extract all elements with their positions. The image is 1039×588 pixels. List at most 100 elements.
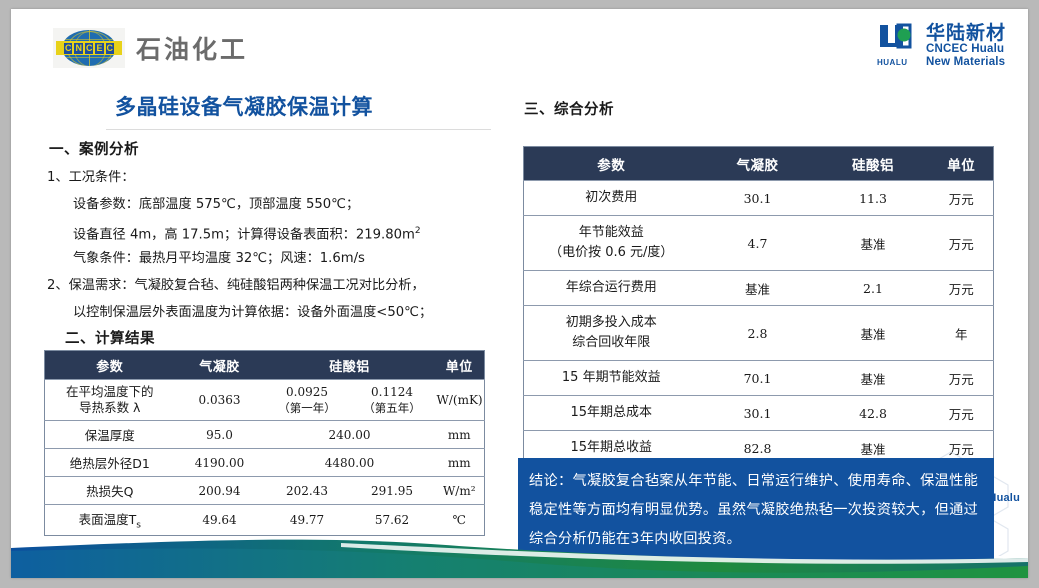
cncec-letter: C bbox=[63, 42, 73, 54]
table-row: 15年期总成本 30.1 42.8 万元 bbox=[523, 395, 994, 431]
table-row: 热损失Q 200.94 202.43 291.95 W/m² bbox=[44, 476, 485, 505]
cell-unit: W/(mK) bbox=[434, 379, 485, 421]
cell-alu-year1-value: 0.0925 bbox=[286, 385, 328, 399]
cell-alu-year5-value: 0.1124 bbox=[371, 385, 413, 399]
row-label: 表面温度Ts bbox=[44, 504, 175, 535]
col-parameter: 参数 bbox=[44, 350, 175, 380]
col-aluminum-silicate: 硅酸铝 bbox=[264, 350, 435, 380]
cncec-letter: N bbox=[74, 42, 83, 54]
section-heading-calc-results: 二、计算结果 bbox=[65, 331, 155, 347]
hualu-name-en-2: New Materials bbox=[925, 56, 1006, 68]
cell-unit: W/m² bbox=[434, 476, 485, 505]
cell-aerogel: 30.1 bbox=[698, 395, 817, 431]
section-heading-comprehensive: 三、综合分析 bbox=[524, 102, 614, 118]
col-unit: 单位 bbox=[434, 350, 485, 380]
table-row: 初次费用 30.1 11.3 万元 bbox=[523, 180, 994, 216]
cell-unit: ℃ bbox=[434, 504, 485, 535]
table-row: 表面温度Ts 49.64 49.77 57.62 ℃ bbox=[44, 504, 485, 535]
row-label: 保温厚度 bbox=[44, 420, 175, 449]
row-label-line1: 初期多投入成本 bbox=[565, 315, 657, 330]
case-line-4: 气象条件：最热月平均温度 32℃；风速：1.6m/s bbox=[73, 251, 365, 266]
cell-aerogel: 49.64 bbox=[174, 504, 265, 535]
row-label-subscript: s bbox=[136, 520, 141, 531]
row-label: 初期多投入成本 综合回收年限 bbox=[523, 305, 699, 361]
cell-unit: 万元 bbox=[929, 180, 994, 216]
hualu-wordmark: HUALU bbox=[876, 58, 908, 67]
row-label-text: 表面温度T bbox=[78, 512, 137, 527]
row-label-line2: 综合回收年限 bbox=[572, 335, 651, 350]
col-aerogel: 气凝胶 bbox=[698, 146, 817, 181]
cell-alu-merged: 240.00 bbox=[264, 420, 435, 449]
cell-aerogel: 30.1 bbox=[698, 180, 817, 216]
cell-alu: 基准 bbox=[816, 215, 930, 271]
table-row: 15 年期节能效益 70.1 基准 万元 bbox=[523, 360, 994, 396]
header-right-logo: HUALU 华陆新材 CNCEC Hualu New Materials bbox=[877, 23, 1006, 69]
cell-alu: 11.3 bbox=[816, 180, 930, 216]
slide-page: C N C E C 石油化工 HUALU 华陆新材 CNCEC bbox=[11, 9, 1028, 578]
cell-alu-year1: 202.43 bbox=[264, 476, 350, 505]
cell-aerogel: 0.0363 bbox=[174, 379, 265, 421]
row-label-line1: 年节能效益 bbox=[578, 225, 644, 240]
row-label: 15 年期节能效益 bbox=[523, 360, 699, 396]
cell-alu: 基准 bbox=[816, 305, 930, 361]
row-label-line1: 在平均温度下的 bbox=[65, 384, 154, 399]
cell-aerogel: 2.8 bbox=[698, 305, 817, 361]
conclusion-box: 结论：气凝胶复合毡案从年节能、日常运行维护、使用寿命、保温性能稳定性等方面均有明… bbox=[518, 458, 994, 564]
case-line-3-text: 设备直径 4m，高 17.5m；计算得设备表面积：219.80m bbox=[73, 227, 415, 243]
cell-alu-year5: 0.1124 （第五年） bbox=[349, 379, 435, 421]
cell-alu-year5-note: （第五年） bbox=[363, 401, 421, 415]
case-line-3: 设备直径 4m，高 17.5m；计算得设备表面积：219.80m2 bbox=[73, 218, 421, 248]
hualu-logo-icon: HUALU bbox=[877, 23, 919, 67]
row-label-line2: （电价按 0.6 元/度） bbox=[549, 245, 674, 260]
col-aluminum-silicate: 硅酸铝 bbox=[816, 146, 930, 181]
page-title: 多晶硅设备气凝胶保温计算 bbox=[115, 95, 373, 119]
row-label: 年综合运行费用 bbox=[523, 270, 699, 306]
row-label: 15年期总成本 bbox=[523, 395, 699, 431]
table-row: 年综合运行费用 基准 2.1 万元 bbox=[523, 270, 994, 306]
case-line-6: 以控制保温层外表面温度为计算依据：设备外面温度<50℃； bbox=[73, 305, 433, 320]
cncec-globe-icon: C N C E C bbox=[53, 28, 125, 68]
col-aerogel: 气凝胶 bbox=[174, 350, 265, 380]
section-heading-case-analysis: 一、案例分析 bbox=[49, 142, 139, 158]
table-row: 年节能效益 （电价按 0.6 元/度） 4.7 基准 万元 bbox=[523, 215, 994, 271]
cell-unit: 万元 bbox=[929, 360, 994, 396]
hualu-name-en-1: CNCEC Hualu bbox=[925, 43, 1005, 55]
cell-alu: 42.8 bbox=[816, 395, 930, 431]
cell-aerogel: 基准 bbox=[698, 270, 817, 306]
cncec-letter: C bbox=[84, 42, 94, 54]
cell-aerogel: 4.7 bbox=[698, 215, 817, 271]
case-line-1: 1、工况条件： bbox=[47, 170, 135, 185]
hualu-name-cn: 华陆新材 bbox=[925, 22, 1006, 44]
case-line-3-superscript: 2 bbox=[414, 226, 421, 236]
hualu-text-block: 华陆新材 CNCEC Hualu New Materials bbox=[926, 23, 1006, 69]
calculation-results-table: 参数 气凝胶 硅酸铝 单位 在平均温度下的 导热系数 λ 0.0363 0.09… bbox=[44, 350, 486, 536]
row-label: 在平均温度下的 导热系数 λ bbox=[44, 379, 175, 421]
cell-alu-year1: 49.77 bbox=[264, 504, 350, 535]
cell-aerogel: 200.94 bbox=[174, 476, 265, 505]
table-row: 初期多投入成本 综合回收年限 2.8 基准 年 bbox=[523, 305, 994, 361]
row-label: 热损失Q bbox=[44, 476, 175, 505]
cell-alu: 2.1 bbox=[816, 270, 930, 306]
col-parameter: 参数 bbox=[523, 146, 699, 181]
table-row: 保温厚度 95.0 240.00 mm bbox=[44, 420, 485, 449]
col-unit: 单位 bbox=[929, 146, 994, 181]
cell-aerogel: 4190.00 bbox=[174, 448, 265, 477]
cell-alu-year5: 57.62 bbox=[349, 504, 435, 535]
cell-unit: mm bbox=[434, 448, 485, 477]
table-row: 绝热层外径D1 4190.00 4480.00 mm bbox=[44, 448, 485, 477]
table-row: 在平均温度下的 导热系数 λ 0.0363 0.0925 （第一年） 0.112… bbox=[44, 379, 485, 421]
case-line-5: 2、保温需求：气凝胶复合毡、纯硅酸铝两种保温工况对比分析， bbox=[47, 278, 425, 293]
cell-unit: mm bbox=[434, 420, 485, 449]
cell-alu-year1-note: （第一年） bbox=[278, 401, 336, 415]
cell-alu-year5: 291.95 bbox=[349, 476, 435, 505]
cell-aerogel: 95.0 bbox=[174, 420, 265, 449]
row-label: 年节能效益 （电价按 0.6 元/度） bbox=[523, 215, 699, 271]
cell-unit: 万元 bbox=[929, 395, 994, 431]
cncec-letter: C bbox=[105, 42, 114, 54]
cell-aerogel: 70.1 bbox=[698, 360, 817, 396]
table-header-row: 参数 气凝胶 硅酸铝 单位 bbox=[523, 146, 994, 181]
cell-alu-year1: 0.0925 （第一年） bbox=[264, 379, 350, 421]
header-left-logo: C N C E C 石油化工 bbox=[53, 28, 248, 68]
cell-alu: 基准 bbox=[816, 360, 930, 396]
